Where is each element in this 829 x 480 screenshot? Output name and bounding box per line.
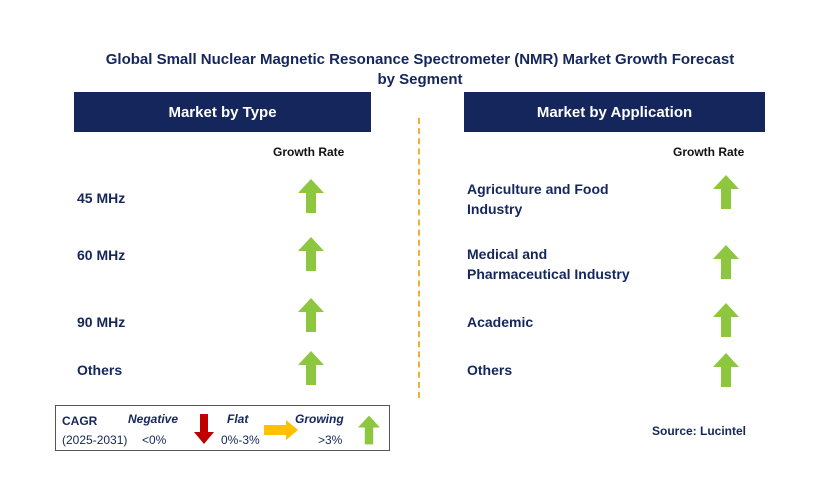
type-row-45mhz: 45 MHz bbox=[77, 190, 126, 206]
application-row-academic: Academic bbox=[467, 314, 534, 330]
up-arrow-icon bbox=[713, 353, 739, 387]
market-by-application-label: Market by Application bbox=[536, 103, 693, 121]
cagr-legend: CAGR (2025-2031) Negative <0% Flat 0%-3%… bbox=[55, 405, 390, 451]
source-label: Source: Lucintel bbox=[652, 424, 747, 438]
type-row-others: Others bbox=[77, 362, 123, 378]
application-row-agriculture: Agriculture and Food Industry bbox=[467, 179, 609, 219]
market-by-type-header: Market by Type bbox=[74, 92, 371, 132]
up-arrow-icon bbox=[298, 237, 324, 271]
chart-title: Global Small Nuclear Magnetic Resonance … bbox=[105, 51, 735, 88]
legend-growing-label: Growing bbox=[295, 412, 344, 426]
market-by-type-label: Market by Type bbox=[168, 103, 277, 121]
up-arrow-icon bbox=[713, 303, 739, 337]
legend-negative-label: Negative bbox=[128, 412, 179, 426]
right-growth-rate-label: Growth Rate bbox=[673, 145, 745, 159]
up-arrow-icon bbox=[298, 179, 324, 213]
up-arrow-icon bbox=[298, 351, 324, 385]
panel-divider bbox=[418, 118, 420, 398]
application-row-medical-line2: Pharmaceutical Industry bbox=[467, 266, 630, 282]
type-row-90mhz: 90 MHz bbox=[77, 314, 126, 330]
application-row-medical-line1: Medical and bbox=[467, 246, 548, 262]
application-row-medical: Medical and Pharmaceutical Industry bbox=[467, 244, 630, 284]
down-arrow-icon bbox=[194, 414, 214, 444]
type-row-60mhz: 60 MHz bbox=[77, 247, 126, 263]
legend-negative-range: <0% bbox=[142, 433, 167, 447]
legend-flat-label: Flat bbox=[227, 412, 249, 426]
up-arrow-icon bbox=[713, 175, 739, 209]
application-row-agriculture-line1: Agriculture and Food bbox=[467, 181, 609, 197]
legend-cagr-label: CAGR bbox=[62, 414, 98, 428]
legend-growing-range: >3% bbox=[318, 433, 343, 447]
legend-flat-range: 0%-3% bbox=[221, 433, 260, 447]
application-row-agriculture-line2: Industry bbox=[467, 201, 523, 217]
up-arrow-icon bbox=[713, 245, 739, 279]
market-by-application-header: Market by Application bbox=[464, 92, 765, 132]
up-arrow-icon bbox=[358, 415, 380, 445]
application-row-others: Others bbox=[467, 362, 513, 378]
right-arrow-icon bbox=[264, 420, 298, 440]
left-growth-rate-label: Growth Rate bbox=[273, 145, 345, 159]
up-arrow-icon bbox=[298, 298, 324, 332]
legend-period-label: (2025-2031) bbox=[62, 433, 128, 447]
